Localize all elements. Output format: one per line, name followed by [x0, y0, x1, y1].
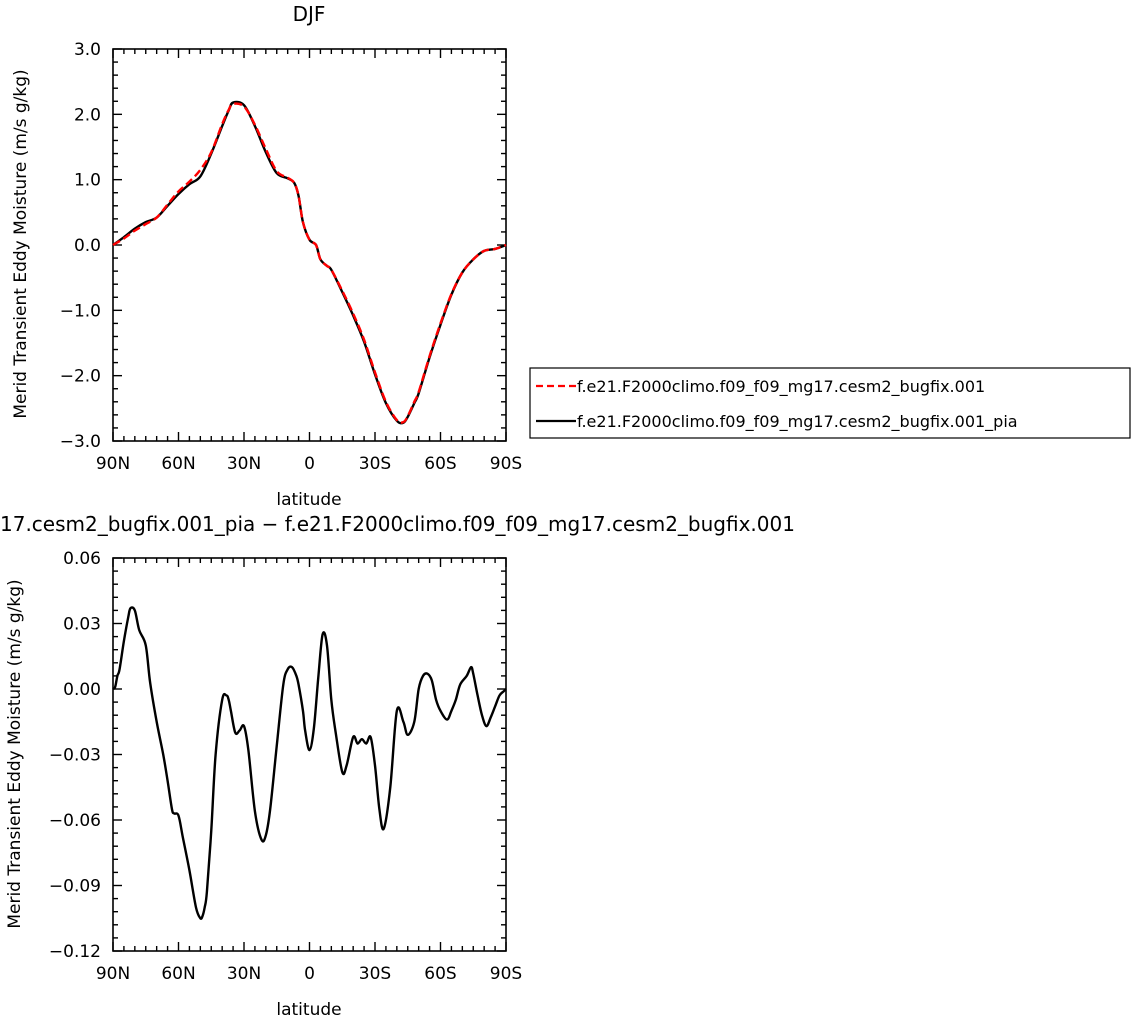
- bottom-y-tick-label: −0.09: [49, 877, 101, 897]
- top-y-tick-label: 2.0: [74, 105, 101, 125]
- bottom-y-tick-label: 0.03: [63, 615, 101, 635]
- bottom-y-tick-label: −0.12: [49, 942, 101, 962]
- bottom-x-tick-label: 60N: [161, 964, 195, 984]
- legend-label-pia: f.e21.F2000climo.f09_f09_mg17.cesm2_bugf…: [577, 412, 1018, 432]
- bottom-y-axis-label: Merid Transient Eddy Moisture (m/s g/kg): [5, 579, 25, 928]
- top-x-tick-label: 90N: [96, 454, 130, 474]
- top-plot-area: [112, 48, 507, 442]
- top-x-tick-label: 90S: [490, 454, 522, 474]
- bottom-chart-title: 17.cesm2_bugfix.001_pia − f.e21.F2000cli…: [0, 512, 795, 536]
- top-y-tick-label: 1.0: [74, 171, 101, 191]
- top-y-tick-label: 0.0: [74, 236, 101, 256]
- top-x-tick-labels: 90N 60N 30N 0 30S 60S 90S: [96, 454, 522, 474]
- top-x-tick-label: 30N: [227, 454, 261, 474]
- top-series-line-0: [112, 102, 507, 424]
- top-y-tick-label: 3.0: [74, 40, 101, 60]
- bottom-x-tick-label: 0: [304, 964, 315, 984]
- legend-box: [529, 367, 1131, 439]
- top-y-tick-labels: 3.0 2.0 1.0 0.0 −1.0 −2.0 −3.0: [60, 40, 101, 452]
- bottom-x-tick-label: 30N: [227, 964, 261, 984]
- top-y-tick-label: −1.0: [60, 301, 101, 321]
- top-x-tick-label: 30S: [359, 454, 391, 474]
- bottom-y-tick-label: 0.06: [63, 549, 101, 569]
- bottom-x-tick-label: 30S: [359, 964, 391, 984]
- bottom-x-tick-label: 60S: [424, 964, 456, 984]
- legend: f.e21.F2000climo.f09_f09_mg17.cesm2_bugf…: [529, 367, 1131, 439]
- bottom-y-tick-label: −0.03: [49, 746, 101, 766]
- top-x-axis-label: latitude: [276, 490, 341, 510]
- bottom-plot-frame: [112, 557, 507, 952]
- top-x-tick-label: 60S: [424, 454, 456, 474]
- top-x-tick-label: 0: [304, 454, 315, 474]
- bottom-y-tick-label: −0.06: [49, 811, 101, 831]
- bottom-plot-area: [112, 557, 507, 952]
- bottom-x-axis-label: latitude: [276, 1000, 341, 1020]
- bottom-series-line-0: [112, 606, 507, 920]
- top-y-tick-label: −2.0: [60, 367, 101, 387]
- bottom-y-tick-label: 0.00: [63, 680, 101, 700]
- bottom-x-tick-labels: 90N 60N 30N 0 30S 60S 90S: [96, 964, 522, 984]
- top-panel: DJF 90N 60N 30N 0 30S 60S 90S 3.0 2.0 1.0 0.0 −1.0…: [11, 2, 1131, 510]
- top-y-tick-label: −3.0: [60, 432, 101, 452]
- top-y-axis-label: Merid Transient Eddy Moisture (m/s g/kg): [11, 69, 31, 418]
- top-series-line-1: [112, 100, 507, 425]
- legend-label-base: f.e21.F2000climo.f09_f09_mg17.cesm2_bugf…: [577, 377, 985, 397]
- bottom-x-tick-label: 90S: [490, 964, 522, 984]
- top-plot-frame: [112, 48, 507, 442]
- bottom-panel: 17.cesm2_bugfix.001_pia − f.e21.F2000cli…: [0, 512, 795, 1020]
- top-x-tick-label: 60N: [161, 454, 195, 474]
- bottom-y-tick-labels: 0.06 0.03 0.00 −0.03 −0.06 −0.09 −0.12: [49, 549, 101, 962]
- top-chart-title: DJF: [293, 2, 326, 26]
- bottom-x-tick-label: 90N: [96, 964, 130, 984]
